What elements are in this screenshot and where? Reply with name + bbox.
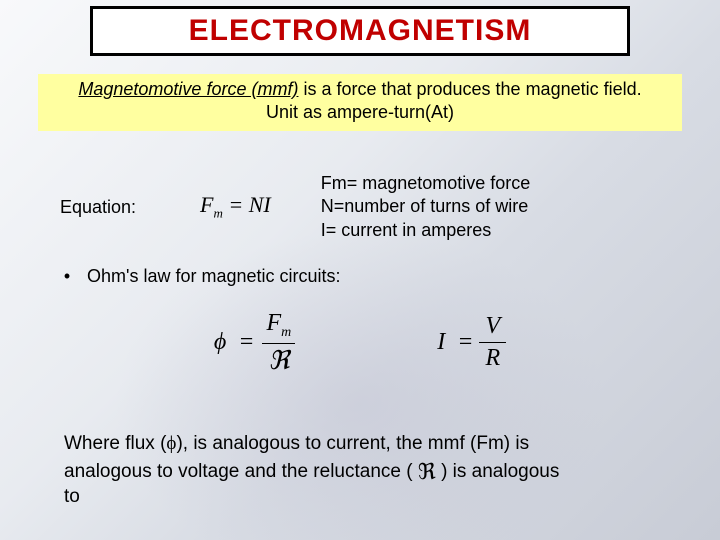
eqn-rhs: NI <box>249 192 271 217</box>
curr-lhs: I <box>437 329 445 356</box>
definition-box: Magnetomotive force (mmf) is a force tha… <box>38 74 682 131</box>
curr-denominator: R <box>479 342 506 372</box>
flux-numerator: Fm <box>260 310 297 343</box>
fraction-row: ϕ = Fm ℜ I = V R <box>0 310 720 376</box>
flux-eq: = <box>238 329 254 356</box>
definition-unit: Unit as ampere-turn(At) <box>266 102 454 122</box>
flux-denominator: ℜ <box>262 343 295 376</box>
where-t5: to <box>64 486 80 507</box>
var-n: N=number of turns of wire <box>321 195 531 218</box>
flux-equation: ϕ = Fm ℜ <box>214 310 297 376</box>
eqn-eq: = <box>223 192 249 217</box>
current-equation: I = V R <box>437 310 506 376</box>
flux-num-sub: m <box>281 325 291 340</box>
reluctance-symbol: ℜ <box>418 458 436 486</box>
title-box: ELECTROMAGNETISM <box>90 6 630 56</box>
flux-num-main: F <box>266 310 281 336</box>
eqn-lhs-sub: m <box>213 206 222 221</box>
equation-label: Equation: <box>60 197 190 218</box>
flux-lhs: ϕ <box>214 329 226 356</box>
curr-eq: = <box>457 329 473 356</box>
mmf-term: Magnetomotive force (mmf) <box>78 79 298 99</box>
ohm-law-line: • Ohm's law for magnetic circuits: <box>52 266 341 287</box>
where-t1: Where flux ( <box>64 433 166 454</box>
definition-rest1: is a force that produces the magnetic fi… <box>298 79 641 99</box>
eqn-lhs: F <box>200 192 213 217</box>
var-i: I= current in amperes <box>321 219 531 242</box>
where-t4: ) is analogous <box>441 461 559 482</box>
where-paragraph: Where flux (ϕ), is analogous to current,… <box>64 432 656 509</box>
curr-numerator: V <box>479 313 506 342</box>
where-t2: ), is analogous to current, the mmf (Fm)… <box>176 433 529 454</box>
equation-formula: Fm = NI <box>200 192 271 221</box>
bullet-icon: • <box>52 266 82 287</box>
where-t3: analogous to voltage and the reluctance … <box>64 461 413 482</box>
ohm-law-text: Ohm's law for magnetic circuits: <box>87 266 341 286</box>
equation-row: Equation: Fm = NI Fm= magnetomotive forc… <box>60 172 680 242</box>
page-title: ELECTROMAGNETISM <box>189 14 532 48</box>
var-fm: Fm= magnetomotive force <box>321 172 531 195</box>
phi-symbol: ϕ <box>166 433 176 454</box>
variable-list: Fm= magnetomotive force N=number of turn… <box>321 172 531 242</box>
